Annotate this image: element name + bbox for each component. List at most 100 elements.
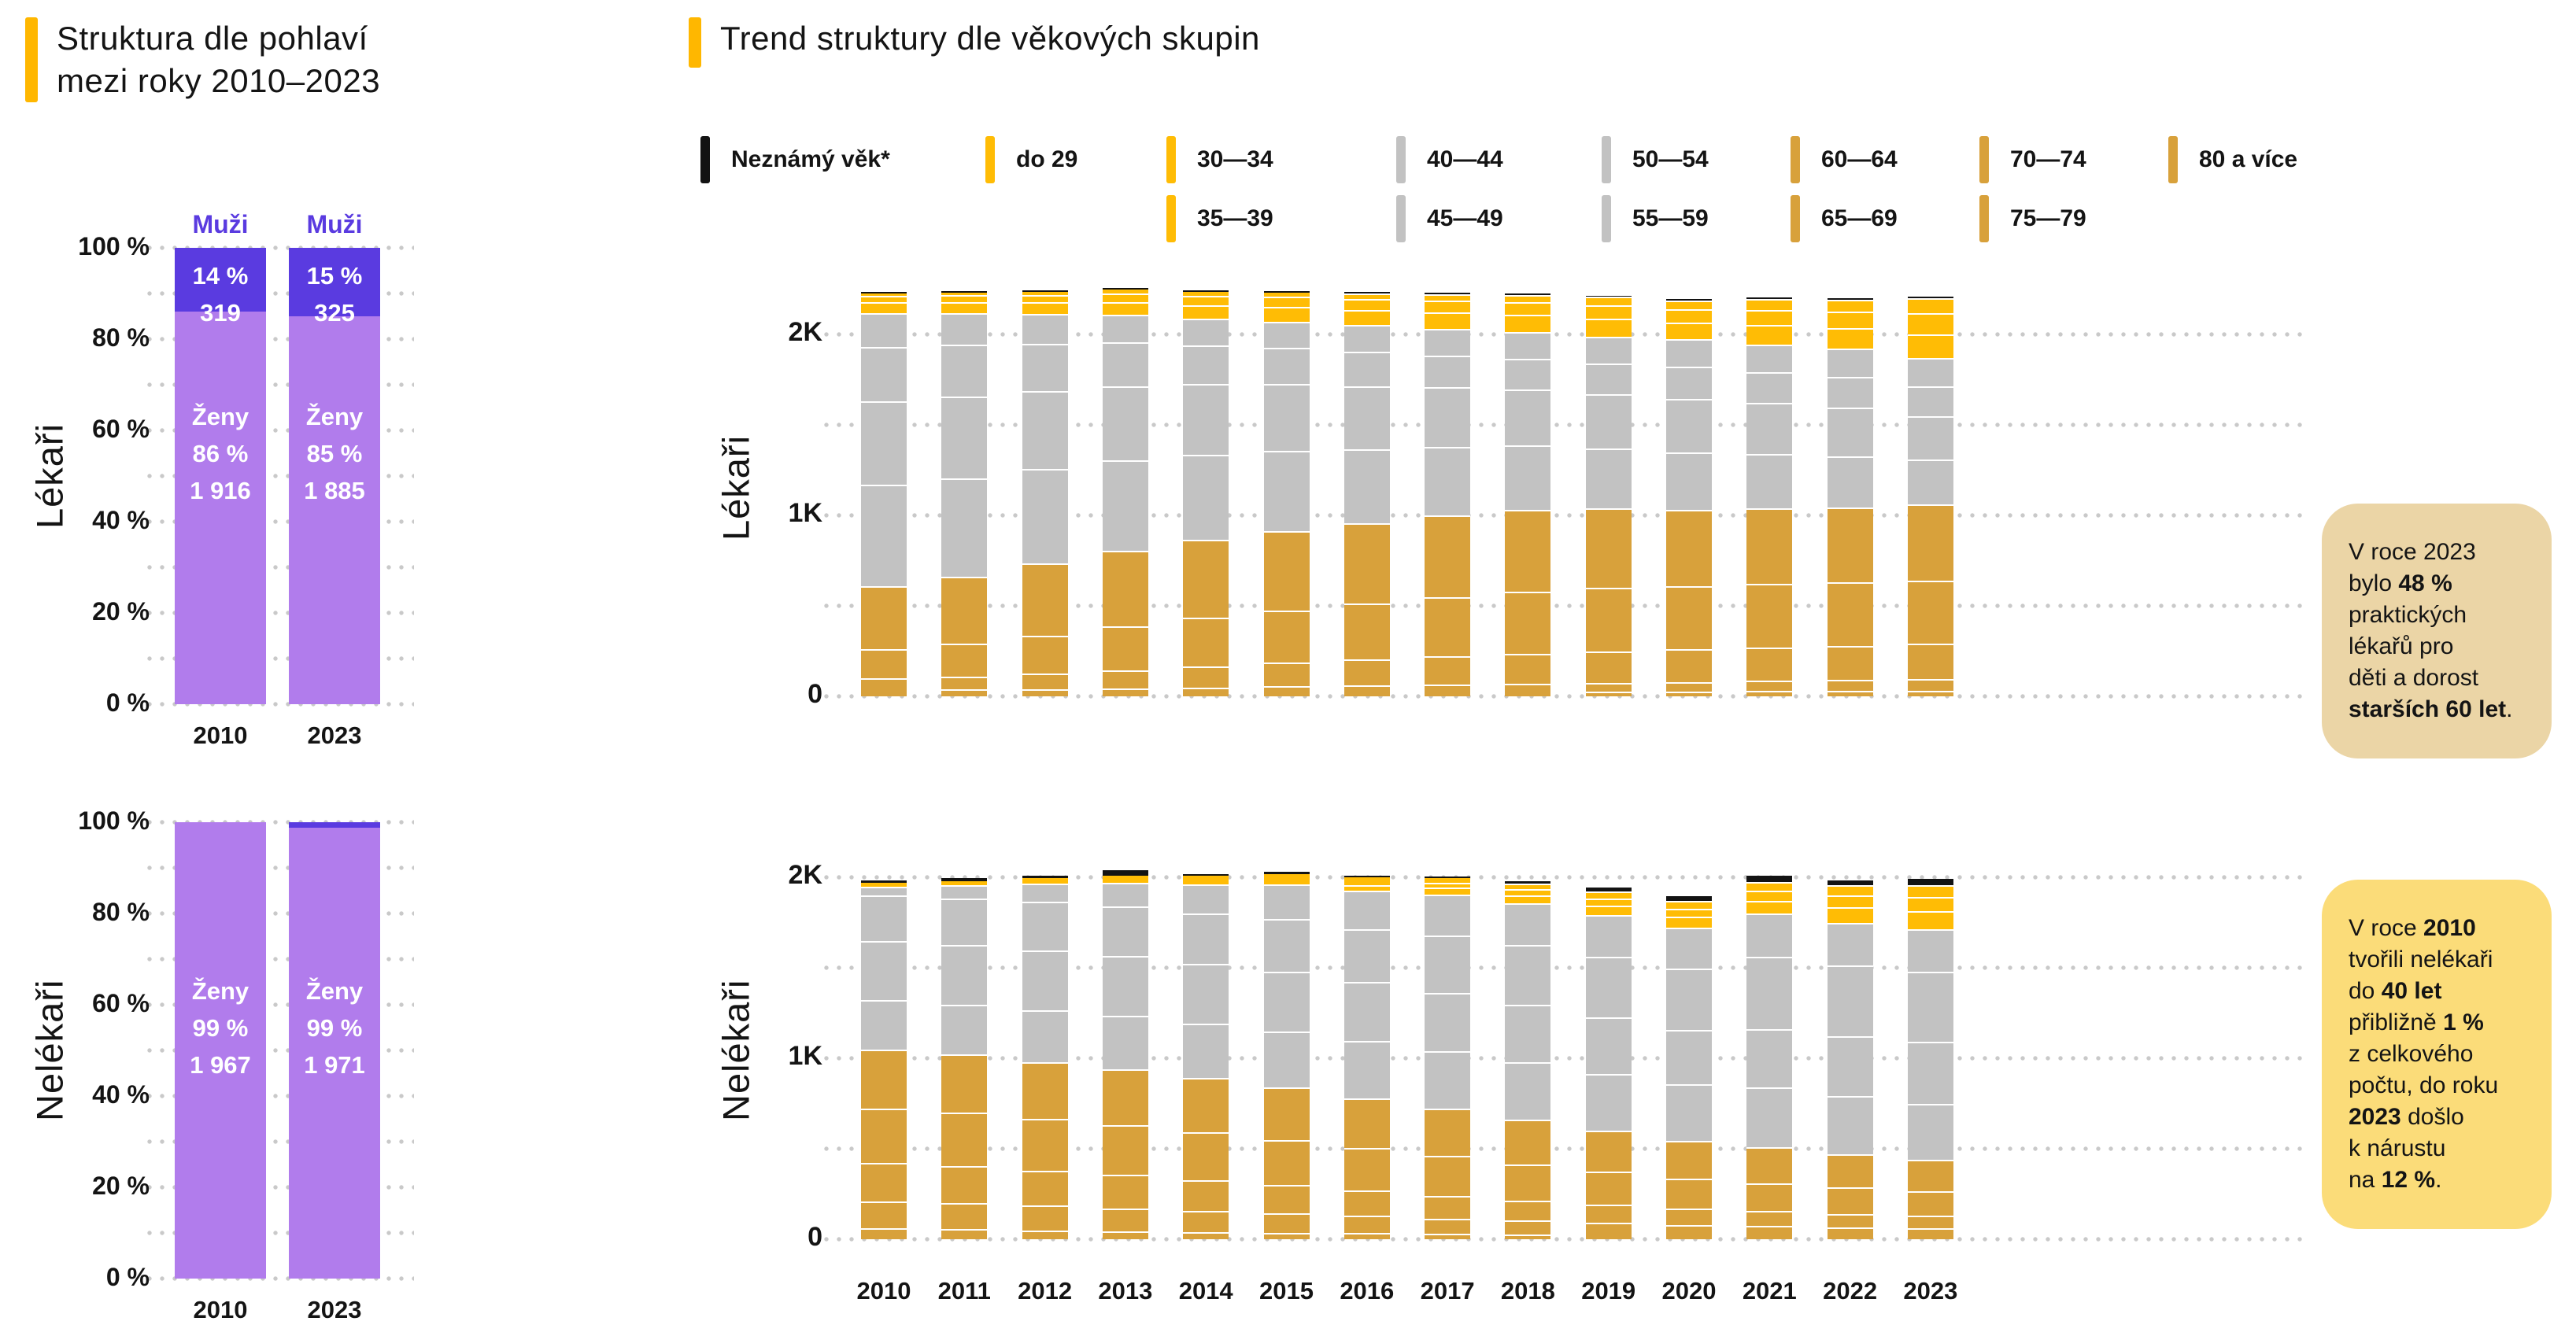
segment-80avíce-2012	[1022, 694, 1068, 696]
segment-30—34-2013	[1102, 293, 1148, 302]
segment-80avíce-2019	[1585, 1235, 1632, 1239]
segment-65—69-2017	[1425, 1156, 1471, 1196]
legend-swatch-amber	[1979, 136, 1989, 183]
annotation-box-2: V roce 2010 tvořili nelékaři do 40 let přib…	[2322, 880, 2552, 1229]
segment-45—49-2013	[1102, 342, 1148, 386]
age-bar-nelékaři-2019	[1585, 887, 1632, 1239]
segment-35—39-2010	[861, 884, 907, 887]
segment-30—34-2014	[1183, 295, 1229, 305]
gridline-90pct	[143, 291, 414, 296]
segment-Neznámývěk*-2018	[1505, 293, 1551, 296]
segment-50—54-2016	[1343, 982, 1390, 1042]
age-bar-nelékaři-2012	[1022, 875, 1068, 1239]
segment-65—69-2023	[1907, 580, 1953, 644]
segment-muži-2023	[289, 248, 380, 316]
segment-Neznámývěk*-2020	[1666, 896, 1712, 901]
segment-35—39-2016	[1343, 884, 1390, 891]
segment-do29-2022	[1827, 299, 1873, 312]
segment-65—69-2021	[1746, 1183, 1793, 1212]
segment-60—64-2017	[1425, 1109, 1471, 1157]
segment-30—34-2012	[1022, 879, 1068, 881]
segment-40—44-2010	[861, 313, 907, 348]
segment-35—39-2019	[1585, 319, 1632, 338]
segment-80avíce-2018	[1505, 1234, 1551, 1239]
x-label-2016: 2016	[1340, 1277, 1395, 1305]
segment-60—64-2016	[1343, 1098, 1390, 1148]
age-bar-lékaři-2018	[1505, 293, 1551, 696]
segment-Neznámývěk*-2019	[1585, 295, 1632, 297]
annotation-line: počtu, do roku	[2349, 1072, 2499, 1098]
segment-Neznámývěk*-2022	[1827, 880, 1873, 886]
segment-45—49-2011	[941, 898, 988, 946]
segment-35—39-2019	[1585, 905, 1632, 916]
segment-40—44-2010	[861, 886, 907, 896]
segment-65—69-2018	[1505, 1164, 1551, 1201]
segment-45—49-2012	[1022, 902, 1068, 951]
segment-do29-2018	[1505, 884, 1551, 890]
segment-Neznámývěk*-2012	[1022, 290, 1068, 292]
gridline-40pct	[143, 1094, 414, 1098]
segment-65—69-2022	[1827, 582, 1873, 646]
segment-30—34-2021	[1746, 309, 1793, 326]
segment-65—69-2013	[1102, 626, 1148, 670]
segment-75—79-2017	[1425, 685, 1471, 692]
legend-item-80-a-více: 80 a více	[2168, 135, 2297, 184]
segment-45—49-2020	[1666, 969, 1712, 1031]
legend-swatch-black	[700, 136, 710, 183]
segment-65—69-2013	[1102, 1125, 1148, 1175]
segment-40—44-2016	[1343, 325, 1390, 352]
segment-40—44-2022	[1827, 922, 1873, 965]
segment-60—64-2021	[1746, 507, 1793, 585]
annotation-line: tvořili nelékaři	[2349, 947, 2493, 972]
y-tick-0%: 0 %	[105, 688, 150, 717]
segment-Neznámývěk*-2015	[1263, 872, 1310, 874]
gridline-1000	[820, 1056, 2307, 1061]
segment-75—79-2016	[1343, 685, 1390, 693]
legend-label: 45—49	[1427, 205, 1503, 231]
segment-do29-2023	[1907, 885, 1953, 897]
legend-item-60-64: 60—64	[1791, 135, 1898, 184]
zeny-value-label-2010: Ženy 86 % 1 916	[190, 403, 251, 504]
segment-65—69-2010	[861, 649, 907, 679]
segment-75—79-2019	[1585, 1223, 1632, 1235]
segment-60—64-2016	[1343, 523, 1390, 603]
segment-do29-2021	[1746, 298, 1793, 310]
legend-swatch-gray	[1396, 136, 1406, 183]
segment-60—64-2011	[941, 1054, 988, 1113]
gridline-20pct	[143, 1185, 414, 1190]
segment-Neznámývěk*-2013	[1102, 869, 1148, 876]
segment-do29-2019	[1585, 297, 1632, 305]
segment-80avíce-2011	[941, 1229, 988, 1239]
segment-40—44-2015	[1263, 884, 1310, 919]
age-bar-nelékaři-2011	[941, 878, 988, 1239]
age-bar-lékaři-2016	[1343, 292, 1390, 696]
segment-70—74-2022	[1827, 645, 1873, 681]
segment-35—39-2013	[1102, 879, 1148, 883]
y-tick-80%: 80 %	[92, 898, 150, 926]
segment-75—79-2015	[1263, 1212, 1310, 1233]
y-tick-40%: 40 %	[92, 506, 150, 534]
gender-bar-2023	[289, 248, 380, 704]
segment-70—74-2015	[1263, 662, 1310, 687]
segment-do29-2017	[1425, 294, 1471, 301]
gender-plot-nelékaři	[143, 820, 414, 1281]
segment-65—69-2020	[1666, 1178, 1712, 1209]
left-panel-title: Struktura dle pohlaví mezi roky 2010–202…	[25, 17, 380, 102]
legend-item-70-74: 70—74	[1979, 135, 2086, 184]
segment-60—64-2017	[1425, 515, 1471, 597]
legend-swatch-amber	[1791, 136, 1800, 183]
gridline-1000	[820, 513, 2307, 518]
segment-50—54-2012	[1022, 391, 1068, 470]
right-panel-title: Trend struktury dle věkových skupin	[689, 17, 1260, 68]
left-panel-title-text: Struktura dle pohlaví mezi roky 2010–202…	[57, 20, 381, 99]
segment-80avíce-2022	[1827, 691, 1873, 696]
segment-70—74-2010	[861, 678, 907, 690]
segment-40—44-2018	[1505, 332, 1551, 360]
age-bar-lékaři-2010	[861, 292, 907, 696]
y-tick-0%: 0 %	[105, 1263, 150, 1291]
age-bar-lékaři-2021	[1746, 297, 1793, 696]
row-label-nelékaři: Nelékaři	[28, 979, 71, 1122]
y-tick-100%: 100 %	[78, 232, 150, 260]
segment-Neznámývěk*-2016	[1343, 875, 1390, 878]
segment-35—39-2015	[1263, 307, 1310, 322]
